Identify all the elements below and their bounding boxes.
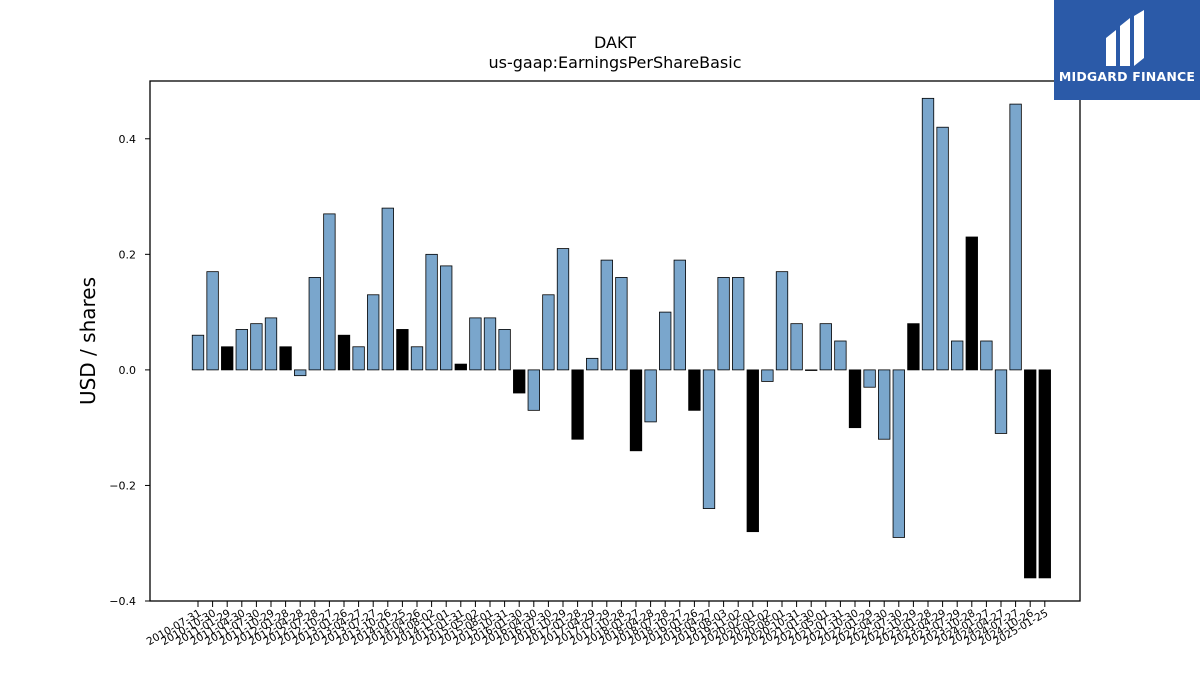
bar bbox=[629, 369, 643, 452]
bar bbox=[367, 294, 380, 371]
bar bbox=[221, 346, 234, 371]
bar bbox=[469, 317, 482, 371]
bar bbox=[1038, 369, 1051, 579]
bar bbox=[440, 265, 453, 371]
bar bbox=[921, 97, 935, 371]
bar bbox=[513, 369, 526, 394]
chart-title: DAKT bbox=[594, 33, 636, 52]
bar bbox=[805, 369, 818, 371]
bar bbox=[878, 369, 891, 440]
bar bbox=[600, 259, 613, 371]
bar bbox=[250, 323, 263, 371]
bar bbox=[352, 346, 365, 371]
y-axis-label: USD / shares bbox=[76, 277, 100, 405]
bar bbox=[410, 346, 424, 371]
bar bbox=[586, 357, 599, 371]
bar bbox=[308, 277, 321, 371]
bar bbox=[761, 369, 774, 382]
bar bbox=[790, 323, 803, 371]
brand-logo: MIDGARD FINANCE bbox=[1054, 0, 1200, 100]
bar bbox=[746, 369, 759, 533]
plot-frame bbox=[149, 80, 1081, 602]
bar bbox=[191, 334, 205, 371]
bar bbox=[980, 340, 993, 371]
chart-subtitle: us-gaap:EarningsPerShareBasic bbox=[488, 53, 741, 72]
y-tick-label: −0.4 bbox=[109, 595, 136, 608]
bar bbox=[907, 323, 920, 371]
bar bbox=[1009, 103, 1022, 371]
bar bbox=[542, 294, 555, 371]
bar bbox=[965, 236, 978, 371]
bar bbox=[994, 369, 1008, 434]
bar bbox=[1024, 369, 1037, 579]
bar bbox=[892, 369, 905, 538]
bar bbox=[688, 369, 701, 411]
bar bbox=[337, 334, 351, 371]
bar bbox=[425, 253, 438, 371]
bar bbox=[951, 340, 964, 371]
bar bbox=[279, 346, 292, 371]
bar bbox=[206, 271, 219, 371]
bar bbox=[834, 340, 847, 371]
bar bbox=[775, 271, 789, 371]
bar bbox=[732, 277, 745, 371]
y-tick-label: 0.2 bbox=[119, 248, 137, 261]
bar bbox=[235, 329, 248, 371]
bar bbox=[396, 329, 409, 371]
bar bbox=[848, 369, 862, 429]
y-tick-label: 0.4 bbox=[119, 133, 137, 146]
bar bbox=[556, 248, 570, 371]
bar bbox=[381, 207, 394, 371]
bar bbox=[264, 317, 278, 371]
y-tick-label: −0.2 bbox=[109, 479, 136, 492]
bar bbox=[659, 311, 672, 371]
bar bbox=[454, 363, 467, 371]
bar bbox=[819, 323, 832, 371]
bar bbox=[863, 369, 876, 388]
bar bbox=[702, 369, 716, 509]
bar bbox=[717, 277, 730, 371]
plot-area: −0.4−0.20.00.20.42010-07-312010-10-30201… bbox=[109, 97, 1051, 648]
bar bbox=[483, 317, 497, 371]
logo-mark-icon bbox=[1106, 10, 1144, 66]
bar bbox=[294, 369, 307, 377]
bar bbox=[498, 329, 511, 371]
y-tick-label: 0.0 bbox=[119, 364, 137, 377]
bar bbox=[936, 126, 949, 371]
bar bbox=[323, 213, 336, 371]
bar bbox=[673, 259, 686, 371]
bar bbox=[527, 369, 540, 411]
bar bbox=[615, 277, 628, 371]
bar bbox=[644, 369, 657, 423]
bar bbox=[571, 369, 584, 440]
brand-name: MIDGARD FINANCE bbox=[1058, 69, 1196, 84]
